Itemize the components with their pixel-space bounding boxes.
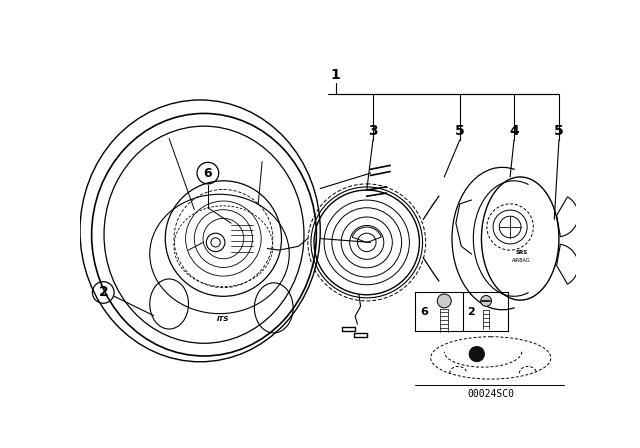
Text: 2: 2 (467, 307, 474, 317)
Text: AIRBAG: AIRBAG (513, 258, 531, 263)
Text: 5: 5 (554, 124, 564, 138)
Circle shape (437, 294, 451, 308)
Text: 6: 6 (204, 167, 212, 180)
Text: 1: 1 (331, 69, 340, 82)
Text: 4: 4 (509, 124, 519, 138)
Text: 6: 6 (420, 307, 428, 317)
Circle shape (469, 346, 484, 362)
Text: 2: 2 (99, 285, 108, 299)
Text: 00024SC0: 00024SC0 (467, 389, 515, 399)
Text: 5: 5 (455, 124, 465, 138)
Text: ITS: ITS (217, 316, 230, 323)
Circle shape (481, 296, 492, 306)
Text: SRS: SRS (516, 250, 528, 255)
Text: 3: 3 (368, 124, 378, 138)
